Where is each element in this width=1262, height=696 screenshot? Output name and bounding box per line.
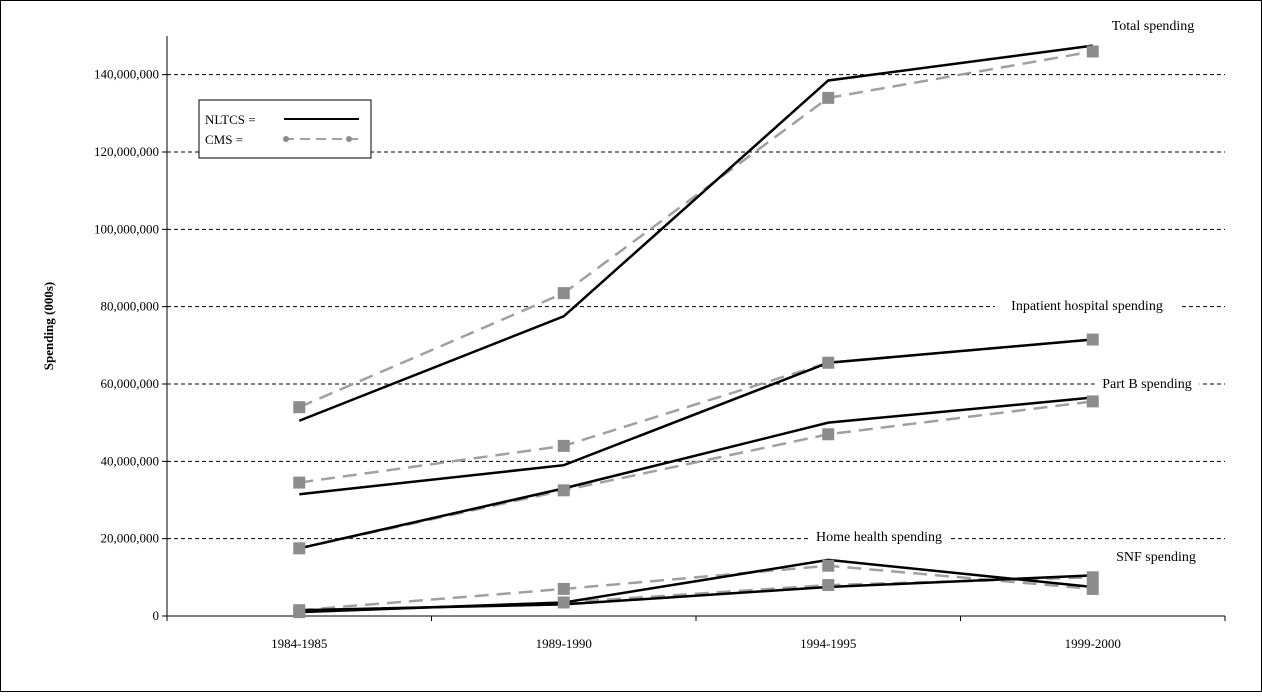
data-point-cms [293, 606, 306, 619]
series-annotation-label: SNF spending [1116, 550, 1196, 565]
series-annotation-label: Inpatient hospital spending [1011, 299, 1163, 314]
y-tick-labels: 0 20,000,000 40,000,000 60,000,000 80,000,00… [94, 67, 167, 623]
legend-marker-cms-2 [346, 136, 352, 142]
y-tick-label: 140,000,000 [94, 67, 159, 82]
annotation-bg [1094, 375, 1200, 393]
data-point-cms [1086, 333, 1099, 346]
legend-marker-cms-1 [283, 136, 289, 142]
annotation-bg [1113, 548, 1199, 566]
annotation-bg [1103, 17, 1203, 35]
series-annotation-label: Total spending [1112, 19, 1195, 34]
x-tick-label: 1999-2000 [1065, 636, 1121, 651]
series-line-cms-2 [298, 400, 1093, 550]
series-lines [293, 44, 1099, 619]
series-annotations: Total spending Inpatient hospital spendin… [810, 17, 1203, 566]
data-point-cms [1086, 395, 1099, 408]
data-point-cms [822, 579, 835, 592]
series-line-nltcs-3 [299, 558, 1093, 614]
data-point-cms [293, 476, 306, 489]
legend-label-nltcs: NLTCS = [205, 112, 256, 127]
series-line-nltcs-0 [298, 44, 1093, 422]
legend-box [198, 99, 372, 159]
data-point-cms [822, 356, 835, 369]
series-line-cms-3 [299, 564, 1093, 612]
x-tick-label: 1984-1985 [271, 636, 327, 651]
x-tick-labels: 1984-1985 1989-1990 1994-1995 1999-2000 [166, 616, 1226, 651]
legend: NLTCS = CMS = [198, 99, 372, 159]
series-line-cms-0 [298, 50, 1093, 409]
data-point-cms [1086, 582, 1099, 595]
annotation-bg [810, 528, 948, 546]
series-annotation-label: Part B spending [1102, 377, 1191, 392]
data-point-cms [557, 287, 570, 300]
y-tick-label: 120,000,000 [94, 144, 159, 159]
y-tick-label: 100,000,000 [94, 221, 159, 236]
y-tick-label: 40,000,000 [101, 453, 160, 468]
data-point-cms [557, 439, 570, 452]
data-point-cms [822, 428, 835, 441]
series-line-nltcs-2 [298, 396, 1093, 550]
data-point-cms [1086, 45, 1099, 58]
data-point-cms [822, 559, 835, 572]
data-point-cms [557, 582, 570, 595]
data-point-cms [1086, 571, 1099, 584]
data-point-cms [557, 484, 570, 497]
series-line-nltcs-4 [299, 574, 1093, 612]
data-point-cms [557, 596, 570, 609]
series-line-cms-1 [299, 338, 1093, 484]
x-tick-label: 1989-1990 [536, 636, 592, 651]
data-point-cms [822, 91, 835, 104]
series-line-nltcs-1 [299, 338, 1093, 496]
y-tick-label: 60,000,000 [101, 376, 160, 391]
annotation-bg [994, 297, 1180, 315]
y-tick-label: 0 [153, 608, 160, 623]
x-tick-label: 1994-1995 [800, 636, 856, 651]
data-point-cms [293, 401, 306, 414]
legend-label-cms: CMS = [205, 132, 243, 147]
series-annotation-label: Home health spending [816, 530, 942, 545]
data-point-cms [293, 542, 306, 555]
y-axis-label: Spending (000s) [41, 282, 56, 371]
y-tick-label: 80,000,000 [101, 299, 160, 314]
y-tick-label: 20,000,000 [101, 531, 160, 546]
